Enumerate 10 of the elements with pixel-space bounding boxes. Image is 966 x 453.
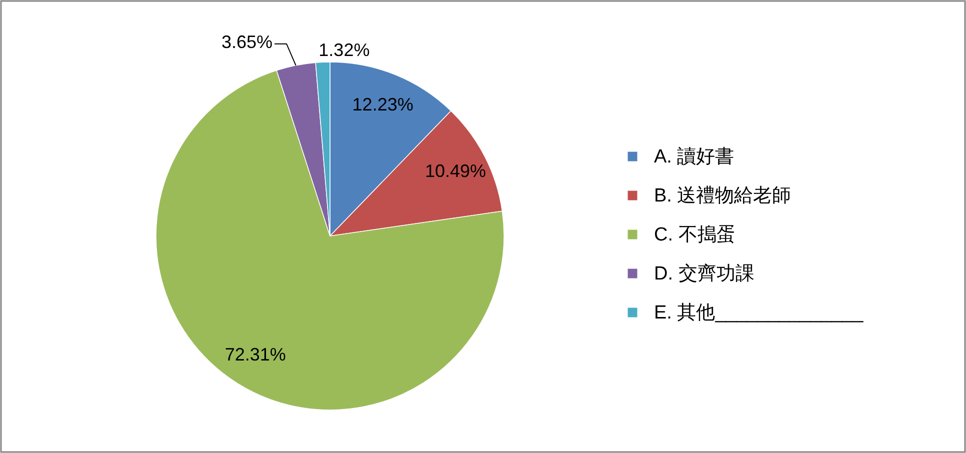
legend-label: C. 不搗蛋 bbox=[654, 224, 736, 246]
data-label: 3.65% bbox=[221, 32, 273, 52]
data-label: 72.31% bbox=[224, 344, 286, 365]
legend-label: E. 其他______________ bbox=[654, 302, 864, 324]
data-label: 12.23% bbox=[352, 94, 414, 114]
legend-label: A. 讀好書 bbox=[654, 146, 734, 168]
data-label: 10.49% bbox=[424, 160, 486, 181]
data-label: 1.32% bbox=[318, 40, 370, 60]
legend-label: D. 交齊功課 bbox=[654, 262, 754, 284]
legend-label: B. 送禮物給老師 bbox=[654, 186, 792, 206]
